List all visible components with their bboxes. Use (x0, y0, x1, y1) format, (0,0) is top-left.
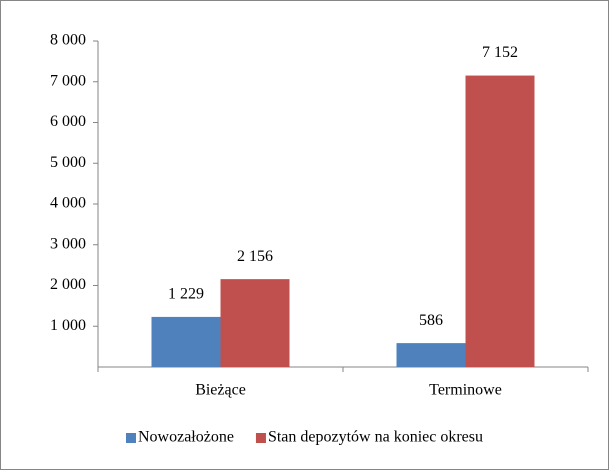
y-tick-label: 1 000 (50, 317, 86, 334)
y-tick-label: 6 000 (50, 113, 86, 130)
legend-label: Stan depozytów na koniec okresu (268, 429, 483, 446)
y-tick-label: 4 000 (50, 195, 86, 212)
data-label: 7 152 (482, 44, 518, 61)
legend-label: Nowozałożone (138, 429, 234, 446)
bar (396, 343, 466, 367)
bar (220, 279, 290, 367)
y-tick-label: 2 000 (50, 276, 86, 293)
x-tick-label: Bieżące (195, 382, 246, 399)
y-tick-label: 7 000 (50, 72, 86, 89)
bar (465, 75, 535, 367)
data-label: 2 156 (237, 248, 273, 265)
y-tick-label: 5 000 (50, 154, 86, 171)
legend-swatch (125, 433, 136, 443)
legend-swatch (255, 433, 266, 443)
bar (151, 316, 221, 367)
data-label: 586 (419, 312, 443, 329)
x-tick-label: Terminowe (429, 382, 502, 399)
y-tick-label: 8 000 (50, 32, 86, 49)
y-tick-label: 3 000 (50, 235, 86, 252)
data-label: 1 229 (168, 286, 204, 303)
